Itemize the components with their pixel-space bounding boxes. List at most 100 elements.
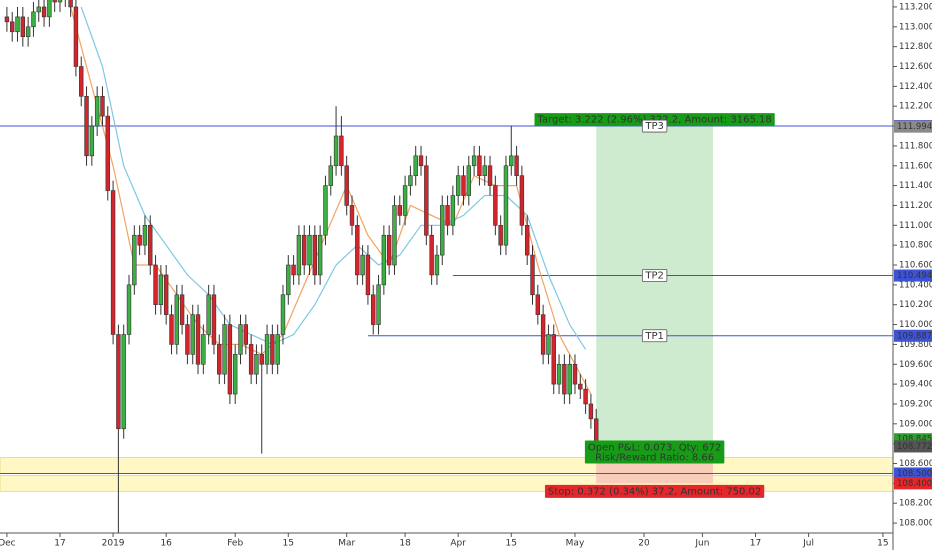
candle-body <box>222 324 227 375</box>
candle-body <box>25 26 31 38</box>
candle-body <box>291 264 296 276</box>
y-tick-label: 108.200 <box>899 499 932 509</box>
candle-body <box>94 95 100 127</box>
x-tick-label: Dec <box>0 539 16 549</box>
y-tick-label: 113.000 <box>899 22 932 32</box>
level-price-tag-box <box>894 467 932 480</box>
candle-body <box>174 294 179 345</box>
candle-body <box>264 334 270 365</box>
y-tick-label: 111.000 <box>899 221 932 231</box>
candle-body <box>477 155 482 176</box>
x-tick-label: Jul <box>802 539 814 549</box>
y-tick-label: 110.800 <box>899 241 932 251</box>
candle-body <box>434 254 440 276</box>
y-tick-label: 113.200 <box>899 2 932 12</box>
candle-body <box>52 0 57 3</box>
candle-body <box>317 234 323 276</box>
candle-body <box>307 234 312 266</box>
y-tick-label: 111.800 <box>899 141 932 151</box>
candle-body <box>73 6 79 67</box>
candle-body <box>408 175 413 186</box>
level-price-tag-text: 109.887 <box>897 331 932 341</box>
stop-price-tag-text: 108.400 <box>897 479 932 489</box>
candle-body <box>323 185 328 236</box>
moving-average <box>70 6 592 395</box>
candle-body <box>471 155 477 167</box>
level-price-tag-text: 108.500 <box>897 469 932 479</box>
candle-body <box>36 6 41 13</box>
candle-body <box>503 165 509 246</box>
candle-body <box>238 324 243 355</box>
candle-body <box>514 155 519 176</box>
candle-body <box>588 403 594 420</box>
candle-body <box>371 294 376 325</box>
candle-body <box>68 0 73 8</box>
candle-body <box>578 383 583 390</box>
entry-price-tag-box <box>894 440 932 453</box>
candle-body <box>20 16 26 38</box>
plot-area: Target: 3.222 (2.96%) 322.2, Amount: 316… <box>0 0 893 533</box>
candle-body <box>339 135 344 167</box>
candle-body <box>524 225 530 256</box>
y-tick-label: 110.200 <box>899 300 932 310</box>
candle-body <box>185 324 190 355</box>
level-name-text: TP3 <box>644 121 664 132</box>
candle-body <box>84 95 89 157</box>
candle-body <box>31 11 36 28</box>
candle-body <box>47 0 52 18</box>
candle-body <box>535 294 541 315</box>
y-tick-label: 109.200 <box>899 399 932 409</box>
candle-body <box>546 334 551 355</box>
y-tick-label: 108.600 <box>899 459 932 469</box>
y-tick-label: 110.400 <box>899 280 932 290</box>
candle-body <box>344 165 349 206</box>
candle-body <box>280 294 286 335</box>
x-tick-label: 17 <box>54 539 65 549</box>
x-tick-label: 15 <box>283 539 294 549</box>
candle-body <box>148 225 153 266</box>
candle-body <box>227 324 233 395</box>
candle-body <box>482 165 487 176</box>
candle-body <box>179 294 185 325</box>
level-name-box <box>641 329 668 343</box>
stop-label-box <box>544 484 765 498</box>
candle-body <box>349 205 355 226</box>
candle-body <box>445 205 450 226</box>
candle-body <box>254 354 259 375</box>
target-label-box <box>534 113 775 127</box>
candle-body <box>121 334 126 430</box>
level-name-text: TP1 <box>644 331 664 342</box>
candle-body <box>567 363 572 395</box>
y-tick-label: 109.600 <box>899 360 932 370</box>
pnl-text: Open P&L: 0.073, Qty: 672 <box>588 442 721 453</box>
candle-body <box>551 334 556 385</box>
candle-body <box>105 115 110 191</box>
x-tick-label: 18 <box>399 539 411 549</box>
candle-body <box>15 16 20 33</box>
candle-body <box>206 294 211 335</box>
candle-body <box>418 155 424 167</box>
candle-body <box>41 6 47 18</box>
candle-body <box>381 234 387 286</box>
y-tick-label: 110.000 <box>899 320 932 330</box>
candle-body <box>493 185 498 226</box>
candle-body <box>248 344 254 375</box>
x-tick-label: Jun <box>694 539 709 549</box>
candle-body <box>302 234 307 266</box>
stop-label-text: Stop: 0.372 (0.34%) 37.2, Amount: 750.02 <box>548 486 761 497</box>
level-name-box <box>641 119 668 133</box>
level-name: TP1 <box>641 329 668 343</box>
candle-body <box>556 363 562 385</box>
stop-price-tag: 108.400 <box>894 477 932 490</box>
candle-body <box>100 95 105 117</box>
level-price-tag-box <box>894 269 932 282</box>
candle-body <box>413 155 418 176</box>
candle-body <box>211 294 217 345</box>
level-price-tag: 110.494 <box>894 269 932 282</box>
x-tick-label: 16 <box>160 539 172 549</box>
target-price-tag-box <box>894 120 932 133</box>
candle-body <box>57 0 63 3</box>
level-name-box <box>641 269 668 282</box>
y-tick-label: 112.400 <box>899 82 932 92</box>
